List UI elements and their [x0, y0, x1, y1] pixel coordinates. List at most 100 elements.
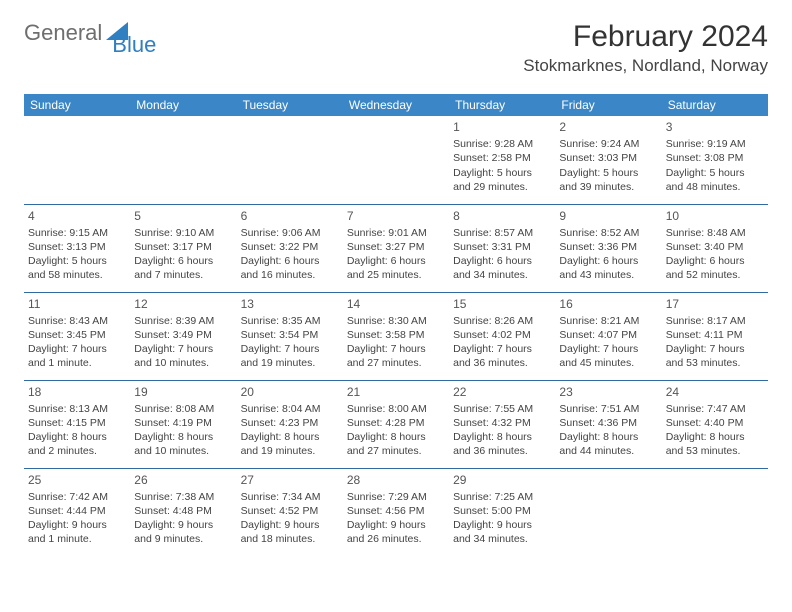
sunrise-text: Sunrise: 8:57 AM: [453, 226, 551, 240]
sunset-text: Sunset: 4:23 PM: [241, 416, 339, 430]
calendar-day-cell: 14Sunrise: 8:30 AMSunset: 3:58 PMDayligh…: [343, 292, 449, 380]
calendar-day-cell: 16Sunrise: 8:21 AMSunset: 4:07 PMDayligh…: [555, 292, 661, 380]
day-number: 9: [559, 208, 657, 224]
calendar-table: Sunday Monday Tuesday Wednesday Thursday…: [24, 94, 768, 556]
calendar-day-cell: 17Sunrise: 8:17 AMSunset: 4:11 PMDayligh…: [662, 292, 768, 380]
day-number: 13: [241, 296, 339, 312]
logo-text-blue: Blue: [112, 32, 156, 58]
day-number: 12: [134, 296, 232, 312]
sunrise-text: Sunrise: 9:15 AM: [28, 226, 126, 240]
sunrise-text: Sunrise: 9:24 AM: [559, 137, 657, 151]
sunset-text: Sunset: 3:45 PM: [28, 328, 126, 342]
sunrise-text: Sunrise: 9:28 AM: [453, 137, 551, 151]
calendar-day-cell: [237, 116, 343, 204]
calendar-week-row: 1Sunrise: 9:28 AMSunset: 2:58 PMDaylight…: [24, 116, 768, 204]
daylight-text: Daylight: 7 hours and 27 minutes.: [347, 342, 445, 370]
daylight-text: Daylight: 7 hours and 36 minutes.: [453, 342, 551, 370]
calendar-day-cell: 4Sunrise: 9:15 AMSunset: 3:13 PMDaylight…: [24, 204, 130, 292]
daylight-text: Daylight: 6 hours and 7 minutes.: [134, 254, 232, 282]
sunrise-text: Sunrise: 8:35 AM: [241, 314, 339, 328]
calendar-day-cell: 26Sunrise: 7:38 AMSunset: 4:48 PMDayligh…: [130, 468, 236, 556]
daylight-text: Daylight: 8 hours and 53 minutes.: [666, 430, 764, 458]
sunrise-text: Sunrise: 9:01 AM: [347, 226, 445, 240]
day-number: 14: [347, 296, 445, 312]
daylight-text: Daylight: 8 hours and 27 minutes.: [347, 430, 445, 458]
daylight-text: Daylight: 5 hours and 48 minutes.: [666, 166, 764, 194]
sunrise-text: Sunrise: 7:51 AM: [559, 402, 657, 416]
day-number: 25: [28, 472, 126, 488]
calendar-week-row: 18Sunrise: 8:13 AMSunset: 4:15 PMDayligh…: [24, 380, 768, 468]
sunset-text: Sunset: 3:31 PM: [453, 240, 551, 254]
sunset-text: Sunset: 4:15 PM: [28, 416, 126, 430]
sunset-text: Sunset: 3:13 PM: [28, 240, 126, 254]
logo-text-general: General: [24, 20, 102, 46]
day-number: 2: [559, 119, 657, 135]
sunrise-text: Sunrise: 7:55 AM: [453, 402, 551, 416]
day-number: 24: [666, 384, 764, 400]
sunset-text: Sunset: 3:40 PM: [666, 240, 764, 254]
calendar-day-cell: 10Sunrise: 8:48 AMSunset: 3:40 PMDayligh…: [662, 204, 768, 292]
sunset-text: Sunset: 3:54 PM: [241, 328, 339, 342]
logo: General Blue: [24, 20, 174, 46]
sunrise-text: Sunrise: 8:26 AM: [453, 314, 551, 328]
daylight-text: Daylight: 6 hours and 52 minutes.: [666, 254, 764, 282]
daylight-text: Daylight: 6 hours and 25 minutes.: [347, 254, 445, 282]
header-row: General Blue February 2024 Stokmarknes, …: [24, 20, 768, 76]
day-header: Friday: [555, 94, 661, 116]
daylight-text: Daylight: 8 hours and 2 minutes.: [28, 430, 126, 458]
daylight-text: Daylight: 7 hours and 53 minutes.: [666, 342, 764, 370]
calendar-day-cell: [343, 116, 449, 204]
sunset-text: Sunset: 3:27 PM: [347, 240, 445, 254]
calendar-day-cell: 18Sunrise: 8:13 AMSunset: 4:15 PMDayligh…: [24, 380, 130, 468]
calendar-week-row: 25Sunrise: 7:42 AMSunset: 4:44 PMDayligh…: [24, 468, 768, 556]
day-header: Wednesday: [343, 94, 449, 116]
sunset-text: Sunset: 4:48 PM: [134, 504, 232, 518]
sunrise-text: Sunrise: 8:04 AM: [241, 402, 339, 416]
calendar-day-cell: 5Sunrise: 9:10 AMSunset: 3:17 PMDaylight…: [130, 204, 236, 292]
sunset-text: Sunset: 4:28 PM: [347, 416, 445, 430]
month-title: February 2024: [523, 20, 768, 54]
calendar-day-cell: 23Sunrise: 7:51 AMSunset: 4:36 PMDayligh…: [555, 380, 661, 468]
calendar-day-cell: 1Sunrise: 9:28 AMSunset: 2:58 PMDaylight…: [449, 116, 555, 204]
day-number: 19: [134, 384, 232, 400]
sunrise-text: Sunrise: 8:52 AM: [559, 226, 657, 240]
daylight-text: Daylight: 9 hours and 26 minutes.: [347, 518, 445, 546]
calendar-day-cell: 11Sunrise: 8:43 AMSunset: 3:45 PMDayligh…: [24, 292, 130, 380]
sunset-text: Sunset: 3:49 PM: [134, 328, 232, 342]
sunrise-text: Sunrise: 7:25 AM: [453, 490, 551, 504]
sunset-text: Sunset: 3:22 PM: [241, 240, 339, 254]
sunrise-text: Sunrise: 8:48 AM: [666, 226, 764, 240]
day-number: 26: [134, 472, 232, 488]
sunrise-text: Sunrise: 8:17 AM: [666, 314, 764, 328]
calendar-day-cell: 21 Sunrise: 8:00 AMSunset: 4:28 PMDayligh…: [343, 380, 449, 468]
daylight-text: Daylight: 8 hours and 19 minutes.: [241, 430, 339, 458]
calendar-day-cell: [662, 468, 768, 556]
day-number: 18: [28, 384, 126, 400]
sunrise-text: Sunrise: 8:21 AM: [559, 314, 657, 328]
calendar-day-cell: 12Sunrise: 8:39 AMSunset: 3:49 PMDayligh…: [130, 292, 236, 380]
sunrise-text: Sunrise: 8:00 AM: [347, 402, 445, 416]
calendar-day-cell: 27Sunrise: 7:34 AMSunset: 4:52 PMDayligh…: [237, 468, 343, 556]
daylight-text: Daylight: 8 hours and 36 minutes.: [453, 430, 551, 458]
calendar-day-cell: 9Sunrise: 8:52 AMSunset: 3:36 PMDaylight…: [555, 204, 661, 292]
day-number: 11: [28, 296, 126, 312]
sunset-text: Sunset: 4:52 PM: [241, 504, 339, 518]
sunrise-text: Sunrise: 7:42 AM: [28, 490, 126, 504]
sunrise-text: Sunrise: 7:29 AM: [347, 490, 445, 504]
sunset-text: Sunset: 3:36 PM: [559, 240, 657, 254]
sunrise-text: Sunrise: 9:10 AM: [134, 226, 232, 240]
day-header: Saturday: [662, 94, 768, 116]
sunrise-text: Sunrise: 8:43 AM: [28, 314, 126, 328]
day-number: 20: [241, 384, 339, 400]
daylight-text: Daylight: 8 hours and 10 minutes.: [134, 430, 232, 458]
daylight-text: Daylight: 5 hours and 58 minutes.: [28, 254, 126, 282]
sunset-text: Sunset: 4:19 PM: [134, 416, 232, 430]
daylight-text: Daylight: 6 hours and 16 minutes.: [241, 254, 339, 282]
day-number: 28: [347, 472, 445, 488]
day-number: 16: [559, 296, 657, 312]
calendar-day-cell: [555, 468, 661, 556]
sunset-text: Sunset: 4:56 PM: [347, 504, 445, 518]
day-header: Sunday: [24, 94, 130, 116]
day-number: 21: [347, 384, 445, 400]
sunset-text: Sunset: 5:00 PM: [453, 504, 551, 518]
